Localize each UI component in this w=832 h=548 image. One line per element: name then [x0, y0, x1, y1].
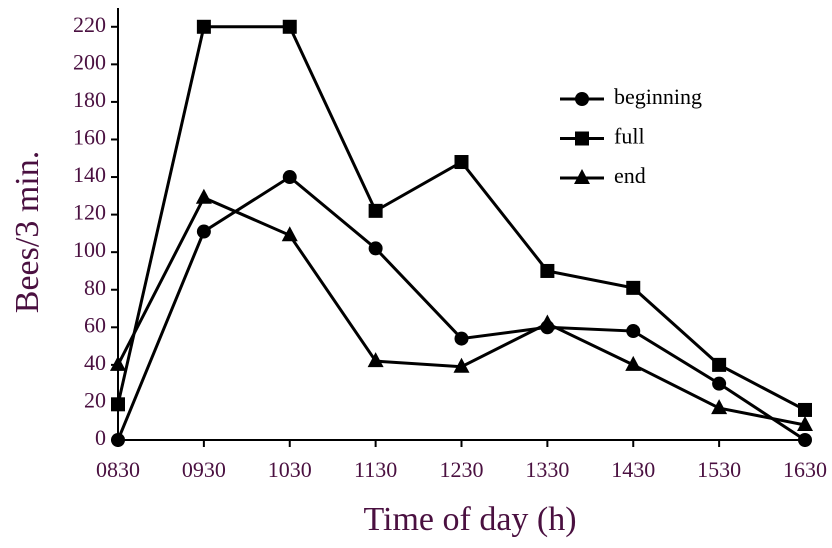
y-tick-label: 220: [73, 12, 106, 37]
series-line: [116, 195, 806, 427]
data-point: [454, 331, 469, 346]
data-point: [712, 376, 727, 391]
data-point: [196, 19, 211, 34]
y-tick-label: 80: [84, 275, 106, 300]
data-point: [111, 433, 125, 447]
data-point: [368, 241, 383, 256]
y-tick-label: 40: [84, 350, 106, 375]
data-point: [454, 155, 469, 170]
data-point: [195, 188, 212, 204]
x-tick-label: 1230: [440, 457, 484, 482]
y-tick-label: 120: [73, 200, 106, 225]
data-point: [368, 203, 383, 218]
data-point: [111, 397, 125, 412]
y-tick-label: 200: [73, 49, 106, 74]
y-tick-label: 140: [73, 162, 106, 187]
data-point: [282, 19, 297, 34]
x-tick-label: 1630: [783, 457, 827, 482]
y-tick-label: 60: [84, 312, 106, 337]
y-tick-label: 0: [95, 425, 106, 450]
y-tick-label: 20: [84, 387, 106, 412]
data-point: [626, 280, 641, 295]
data-point: [711, 399, 728, 415]
x-tick-label: 0830: [96, 457, 140, 482]
data-point: [367, 352, 384, 368]
data-point: [282, 170, 297, 185]
y-tick-label: 180: [73, 87, 106, 112]
data-point: [798, 402, 812, 417]
x-tick-label: 1330: [525, 457, 569, 482]
x-tick-label: 1030: [268, 457, 312, 482]
x-tick-label: 0930: [182, 457, 226, 482]
x-axis-title: Time of day (h): [363, 501, 576, 538]
legend-marker: [574, 169, 590, 184]
legend-label: beginning: [614, 84, 702, 109]
data-point: [453, 357, 470, 373]
data-point: [540, 263, 555, 278]
data-point: [626, 324, 641, 339]
legend-marker: [575, 92, 589, 106]
data-point: [281, 226, 298, 242]
data-point: [196, 224, 211, 239]
data-point: [539, 314, 556, 330]
x-tick-label: 1530: [697, 457, 741, 482]
data-point: [798, 433, 812, 447]
data-point: [712, 357, 727, 372]
legend-label: full: [614, 124, 645, 149]
x-tick-label: 1430: [611, 457, 655, 482]
x-tick-label: 1130: [354, 457, 397, 482]
y-tick-label: 100: [73, 237, 106, 262]
data-point: [110, 355, 126, 371]
legend-label: end: [614, 163, 646, 188]
y-axis-title: Bees/3 min.: [9, 151, 46, 313]
data-point: [797, 415, 813, 431]
y-tick-label: 160: [73, 125, 106, 150]
data-point: [625, 355, 642, 371]
legend-marker: [575, 131, 589, 146]
